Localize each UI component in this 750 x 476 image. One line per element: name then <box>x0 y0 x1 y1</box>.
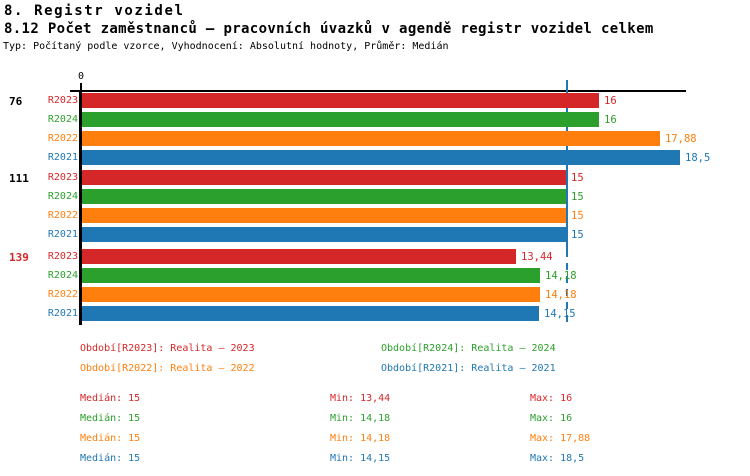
bar-value-label: 14,15 <box>544 307 576 320</box>
bar-series-label: R2022 <box>47 210 78 221</box>
bar-row: R2021 14,15 <box>48 306 750 321</box>
zero-tick-label: 0 <box>77 71 85 82</box>
bar-value-label: 15 <box>571 190 584 203</box>
bar-value-label: 14,18 <box>545 288 577 301</box>
bar-series-label: R2023 <box>47 172 78 183</box>
bar[interactable] <box>82 249 516 264</box>
bar-row: R2023 16 <box>48 93 750 108</box>
bar[interactable] <box>82 287 540 302</box>
bar-row: R2022 17,88 <box>48 131 750 146</box>
bar[interactable] <box>82 93 599 108</box>
bar-value-label: 14,18 <box>545 269 577 282</box>
bar-row: R2024 16 <box>48 112 750 127</box>
bar-value-label: 15 <box>571 209 584 222</box>
stat-max: Max: 17,88 <box>530 433 591 444</box>
chart-title: 8.12 Počet zaměstnanců – pracovních úvaz… <box>4 21 654 37</box>
stat-min: Min: 14,18 <box>330 433 391 444</box>
median-line-dashed <box>566 250 568 324</box>
stat-min: Min: 14,18 <box>330 413 391 424</box>
bar-series-label: R2024 <box>47 114 78 125</box>
bar-series-label: R2022 <box>47 289 78 300</box>
bar-row: R2024 14,18 <box>48 268 750 283</box>
bar-group: 139 R2023 13,44 R2024 14,18 R2022 14,18 … <box>9 249 750 325</box>
group-total-label: 139 <box>9 251 29 264</box>
bar-group: 76 R2023 16 R2024 16 R2022 17,88 R2021 1… <box>9 93 750 169</box>
bar[interactable] <box>82 227 566 242</box>
chart-subtitle: Typ: Počítaný podle vzorce, Vyhodnocení:… <box>3 41 449 52</box>
legend-item: Období[R2024]: Realita – 2024 <box>381 343 556 354</box>
legend-item: Období[R2022]: Realita – 2022 <box>80 363 255 374</box>
stat-median: Medián: 15 <box>80 413 141 424</box>
bar[interactable] <box>82 170 566 185</box>
bar-series-label: R2024 <box>47 270 78 281</box>
bar[interactable] <box>82 306 539 321</box>
stat-max: Max: 18,5 <box>530 453 585 464</box>
stats-row: Medián: 15 Min: 14,18 Max: 16 <box>0 413 750 427</box>
section-title: 8. Registr vozidel <box>4 3 185 19</box>
bar-series-label: R2022 <box>47 133 78 144</box>
bar[interactable] <box>82 189 566 204</box>
legend-item: Období[R2021]: Realita – 2021 <box>381 363 556 374</box>
bar-value-label: 15 <box>571 171 584 184</box>
bar-row: R2022 15 <box>48 208 750 223</box>
x-axis-line <box>70 90 686 92</box>
bar-group: 111 R2023 15 R2024 15 R2022 15 R2021 15 <box>9 170 750 246</box>
stat-min: Min: 13,44 <box>330 393 391 404</box>
stat-median: Medián: 15 <box>80 393 141 404</box>
bar-value-label: 18,5 <box>685 151 711 164</box>
bar[interactable] <box>82 131 660 146</box>
bar-row: R2021 15 <box>48 227 750 242</box>
bar-value-label: 16 <box>604 94 617 107</box>
bar[interactable] <box>82 268 540 283</box>
bar-row: R2023 13,44 <box>48 249 750 264</box>
median-line-solid <box>566 80 568 250</box>
bar[interactable] <box>82 208 566 223</box>
y-axis-line <box>79 90 82 325</box>
stats-row: Medián: 15 Min: 14,15 Max: 18,5 <box>0 453 750 467</box>
group-total-label: 76 <box>9 95 23 108</box>
stats-row: Medián: 15 Min: 14,18 Max: 17,88 <box>0 433 750 447</box>
legend-item: Období[R2023]: Realita – 2023 <box>80 343 255 354</box>
bar-value-label: 15 <box>571 228 584 241</box>
stat-max: Max: 16 <box>530 393 573 404</box>
stat-min: Min: 14,15 <box>330 453 391 464</box>
bar-series-label: R2024 <box>47 191 78 202</box>
stat-median: Medián: 15 <box>80 453 141 464</box>
bar[interactable] <box>82 112 599 127</box>
bar-series-label: R2021 <box>47 152 78 163</box>
bar-row: R2024 15 <box>48 189 750 204</box>
stats-row: Medián: 15 Min: 13,44 Max: 16 <box>0 393 750 407</box>
zero-tick <box>80 83 82 90</box>
group-total-label: 111 <box>9 172 29 185</box>
bar-series-label: R2023 <box>47 95 78 106</box>
stat-max: Max: 16 <box>530 413 573 424</box>
stat-median: Medián: 15 <box>80 433 141 444</box>
bar-series-label: R2021 <box>47 229 78 240</box>
bar-row: R2023 15 <box>48 170 750 185</box>
bar[interactable] <box>82 150 680 165</box>
bar-series-label: R2021 <box>47 308 78 319</box>
bar-value-label: 16 <box>604 113 617 126</box>
bar-row: R2021 18,5 <box>48 150 750 165</box>
bar-row: R2022 14,18 <box>48 287 750 302</box>
bar-series-label: R2023 <box>47 251 78 262</box>
bar-value-label: 17,88 <box>665 132 697 145</box>
bar-value-label: 13,44 <box>521 250 553 263</box>
